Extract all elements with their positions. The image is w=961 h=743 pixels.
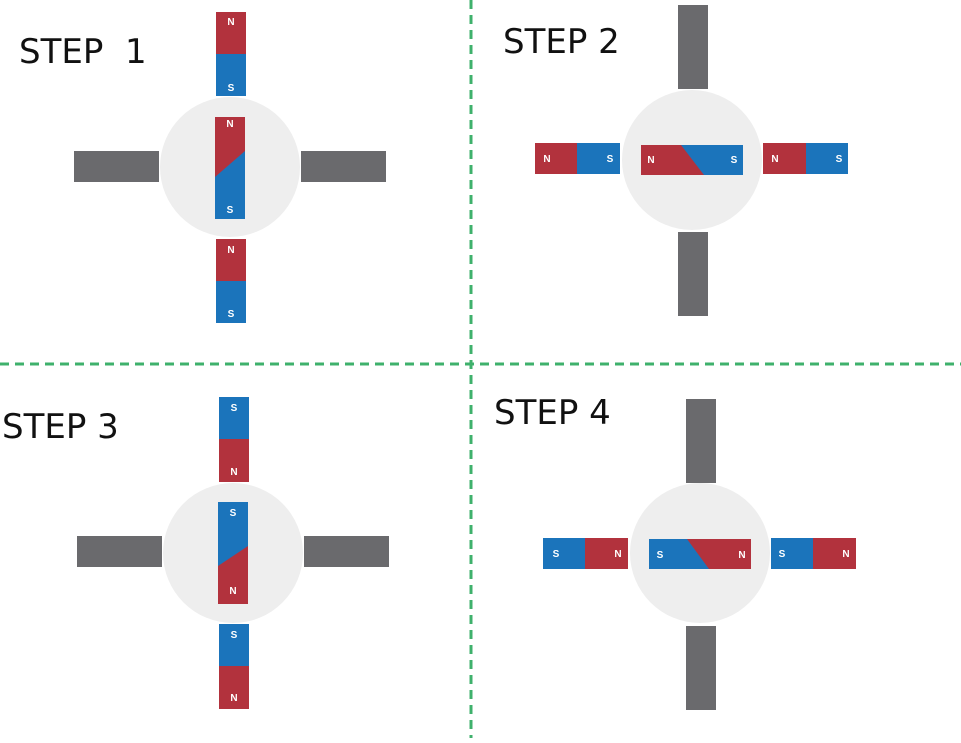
step-4-rotor-magnet-north-label: N: [738, 550, 745, 561]
step-3-top-magnet-north: [219, 439, 249, 482]
step-4-rotor-magnet: S N: [649, 539, 751, 569]
step-2-left-magnet-south: [577, 143, 620, 174]
step-4-rotor-magnet-south-label: S: [657, 550, 664, 561]
step-1-bottom-magnet-south-label: S: [228, 309, 235, 320]
step-4-right-electromagnet: S N: [771, 538, 856, 569]
step-4-rotor-magnet-north-half: [687, 539, 751, 569]
step-1-coil-left: [74, 151, 159, 182]
step-2-left-magnet-north: [535, 143, 577, 174]
step-2-rotor-magnet-north-label: N: [647, 155, 654, 166]
step-3-rotor-magnet: S N: [218, 502, 248, 604]
step-3-rotor-magnet-north-half: [218, 546, 248, 604]
step-2-coil-bottom: [678, 232, 708, 316]
step-3-top-magnet-north-label: N: [230, 467, 237, 478]
step-3-bottom-magnet-north-label: N: [230, 693, 237, 704]
step-2-title: STEP 2: [503, 22, 620, 62]
step-1-bottom-magnet-north: [216, 239, 246, 281]
step-1-coil-right: [301, 151, 386, 182]
step-3-bottom-magnet-north: [219, 666, 249, 709]
step-2-coil-top: [678, 5, 708, 89]
step-3-top-magnet-south: [219, 397, 249, 439]
step-4-left-magnet-north: [585, 538, 628, 569]
step-4-coil-top: [686, 399, 716, 483]
step-4-title: STEP 4: [494, 393, 611, 433]
step-1-bottom-magnet-north-label: N: [227, 245, 234, 256]
step-4-left-magnet-north-label: N: [614, 549, 621, 560]
step-1-bottom-magnet-south: [216, 281, 246, 323]
step-2-right-electromagnet: N S: [763, 143, 848, 174]
step-1-rotor-magnet-north-label: N: [226, 119, 233, 130]
step-3-rotor-magnet-south-label: S: [230, 508, 237, 519]
step-2-left-magnet-south-label: S: [607, 154, 614, 165]
step-2-right-magnet-north-label: N: [771, 154, 778, 165]
step-2-left-magnet-north-label: N: [543, 154, 550, 165]
step-1-top-magnet-south: [216, 54, 246, 96]
step-2-panel: N S N S N S: [535, 5, 848, 316]
step-3-coil-right: [304, 536, 389, 567]
step-1-top-magnet-south-label: S: [228, 83, 235, 94]
step-2-left-electromagnet: N S: [535, 143, 620, 174]
step-3-panel: S N S N S N: [77, 397, 389, 709]
step-2-right-magnet-south-label: S: [836, 154, 843, 165]
step-2-rotor-magnet: N S: [641, 145, 743, 175]
step-3-bottom-electromagnet: S N: [219, 624, 249, 709]
step-2-rotor-magnet-south-label: S: [731, 155, 738, 166]
step-1-rotor-magnet: N S: [215, 117, 245, 219]
step-2-right-magnet-north: [763, 143, 806, 174]
step-3-bottom-magnet-south: [219, 624, 249, 666]
step-1-rotor-magnet-south-label: S: [227, 205, 234, 216]
step-4-right-magnet-south: [771, 538, 813, 569]
step-3-title: STEP 3: [2, 407, 119, 447]
step-3-top-electromagnet: S N: [219, 397, 249, 482]
step-3-coil-left: [77, 536, 162, 567]
step-4-panel: S N S N S N: [543, 399, 856, 710]
step-3-bottom-magnet-south-label: S: [231, 630, 238, 641]
step-4-right-magnet-north: [813, 538, 856, 569]
step-1-rotor-magnet-north-half: [215, 117, 245, 177]
step-4-coil-bottom: [686, 626, 716, 710]
step-4-left-magnet-south-label: S: [553, 549, 560, 560]
step-2-rotor-magnet-north-half: [641, 145, 704, 175]
step-4-left-electromagnet: S N: [543, 538, 628, 569]
step-1-title: STEP 1: [19, 32, 147, 72]
step-4-right-magnet-north-label: N: [842, 549, 849, 560]
step-1-top-magnet-north-label: N: [227, 17, 234, 28]
step-1-top-magnet-north: [216, 12, 246, 54]
step-1-panel: N S N S N S: [74, 12, 386, 323]
step-1-top-electromagnet: N S: [216, 12, 246, 96]
step-2-right-magnet-south: [806, 143, 848, 174]
step-4-left-magnet-south: [543, 538, 585, 569]
step-4-right-magnet-south-label: S: [779, 549, 786, 560]
step-1-bottom-electromagnet: N S: [216, 239, 246, 323]
step-3-top-magnet-south-label: S: [231, 403, 238, 414]
step-3-rotor-magnet-north-label: N: [229, 586, 236, 597]
